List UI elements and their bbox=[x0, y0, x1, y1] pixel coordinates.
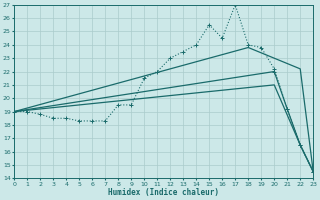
X-axis label: Humidex (Indice chaleur): Humidex (Indice chaleur) bbox=[108, 188, 219, 197]
